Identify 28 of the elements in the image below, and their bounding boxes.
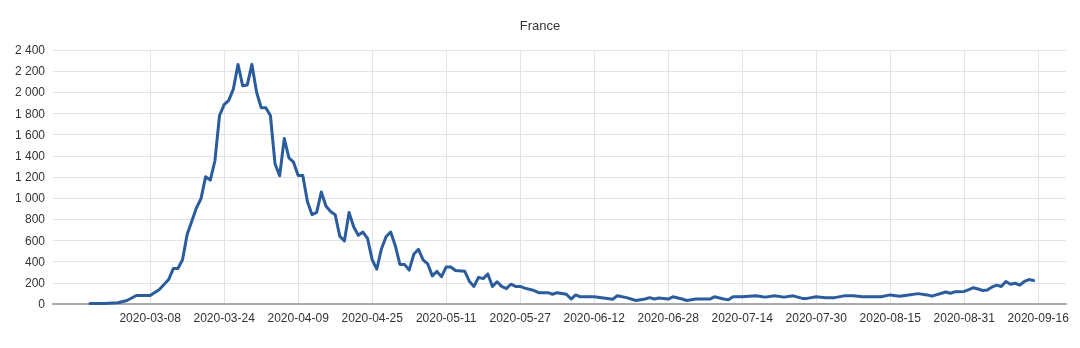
y-tick-label: 2 400: [14, 43, 46, 57]
x-tick-label: 2020-05-27: [489, 311, 552, 325]
x-tick-label: 2020-05-11: [415, 311, 477, 325]
y-tick-label: 600: [24, 233, 46, 248]
y-tick-label: 0: [38, 297, 46, 311]
x-tick-label: 2020-07-30: [785, 311, 848, 325]
y-tick-label: 1 600: [14, 127, 46, 142]
x-tick-label: 2020-03-08: [119, 311, 182, 325]
y-tick-label: 1 800: [14, 106, 46, 121]
line-series: [88, 62, 1036, 305]
x-tick-label: 2020-04-09: [267, 311, 330, 325]
x-tick-label: 2020-06-28: [637, 311, 700, 325]
y-tick-label: 400: [24, 254, 46, 269]
x-tick-label: 2020-08-31: [933, 311, 996, 325]
y-tick-label: 2 200: [14, 64, 46, 79]
x-tick-label: 2020-06-12: [563, 311, 626, 325]
chart-title: France: [519, 18, 561, 33]
y-tick-label: 1 200: [14, 170, 46, 184]
y-tick-label: 2 000: [14, 85, 46, 100]
x-tick-label: 2020-04-25: [341, 311, 404, 325]
x-tick-label: 2020-08-15: [859, 311, 922, 325]
y-tick-label: 800: [24, 212, 46, 227]
x-tick-label: 2020-03-24: [193, 311, 256, 325]
y-tick-label: 1 400: [14, 148, 46, 163]
y-tick-label: 1 000: [14, 191, 46, 206]
x-tick-label: 2020-07-14: [711, 311, 774, 325]
x-tick-label: 2020-09-16: [1007, 311, 1070, 325]
y-tick-label: 200: [24, 275, 46, 290]
